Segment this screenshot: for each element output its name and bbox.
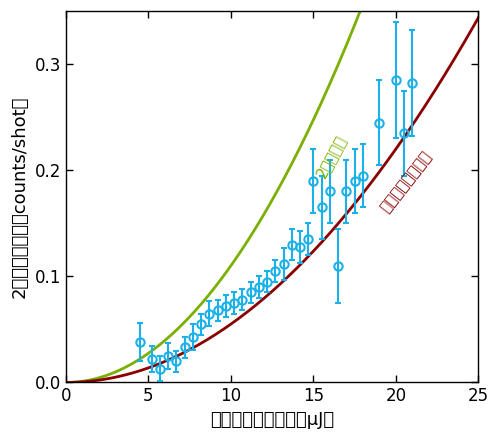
Y-axis label: 2光子吸収信号（counts/shot）: 2光子吸収信号（counts/shot） <box>11 95 29 298</box>
Text: 2乗の予測: 2乗の予測 <box>314 132 349 180</box>
Text: シミュレーション: シミュレーション <box>378 148 435 215</box>
X-axis label: パルスエネルギー（μJ）: パルスエネルギー（μJ） <box>210 411 334 429</box>
